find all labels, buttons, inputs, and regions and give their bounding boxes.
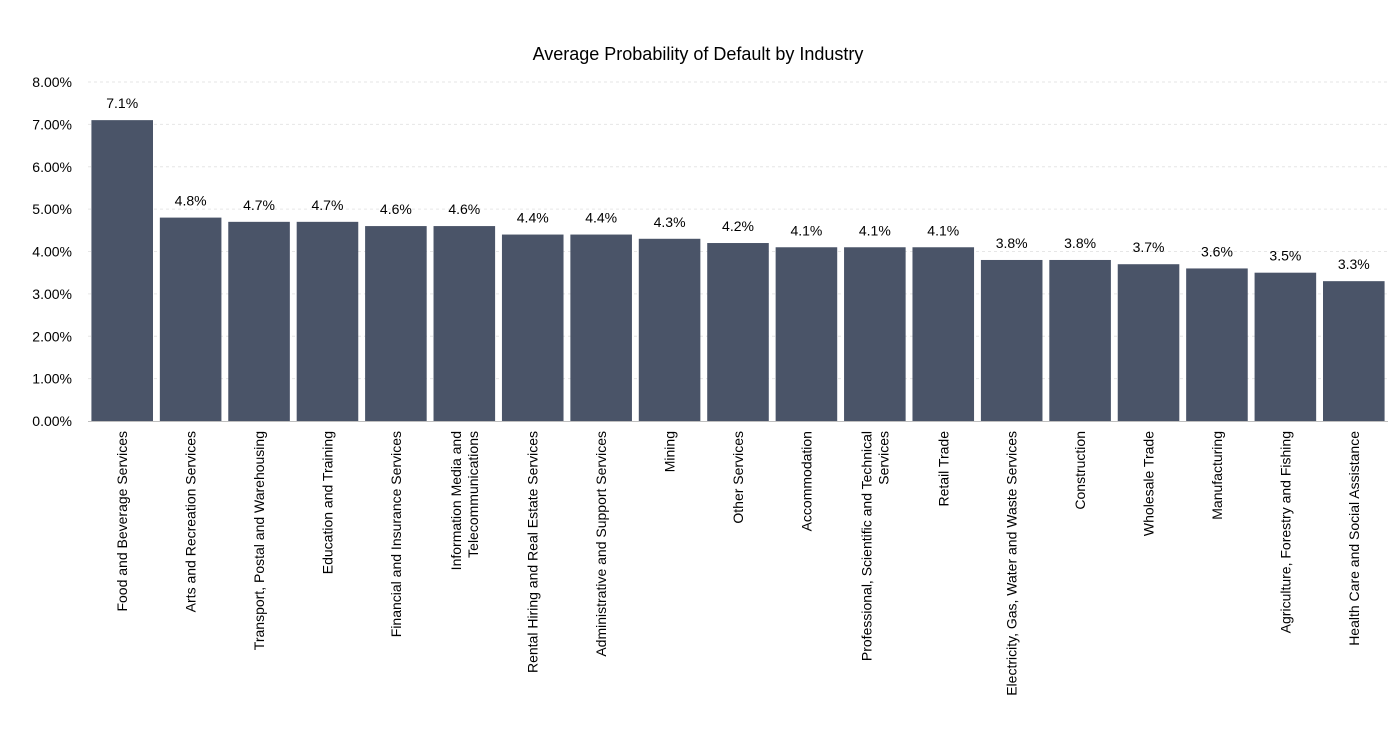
bar [1049,259,1111,421]
bar [296,221,359,421]
data-label: 4.2% [722,218,754,234]
bar [228,221,290,421]
y-tick-label: 8.00% [32,74,72,90]
bar [707,243,769,421]
x-tick-label: Mining [662,431,678,472]
x-tick-label: Manufacturing [1209,431,1225,520]
data-label: 4.1% [859,222,891,238]
x-tick-label: Education and Training [319,431,335,574]
x-axis-tick-labels: Food and Beverage Services Arts and Recre… [114,431,1362,696]
data-label: 4.6% [380,201,412,217]
data-label: 3.3% [1338,256,1370,272]
x-tick-label: Arts and Recreation Services [183,431,199,612]
y-axis-tick-labels: 0.00% 1.00% 2.00% 3.00% 4.00% 5.00% 6.00% 7.00%… [32,74,72,429]
bar [501,234,564,421]
x-tick-label: Financial and Insurance Services [388,431,404,637]
bars [91,120,1385,421]
y-tick-label: 2.00% [32,328,72,344]
data-label: 3.8% [1064,235,1096,251]
data-label: 4.4% [517,210,549,226]
bar [159,217,222,421]
data-label: 3.5% [1269,248,1301,264]
bar [365,226,427,421]
x-tick-label: Services [875,431,891,485]
x-tick-label: Other Services [730,431,746,524]
bar [912,247,975,421]
bar [1186,268,1248,421]
y-tick-label: 4.00% [32,244,72,260]
data-label: 3.7% [1133,239,1165,255]
x-tick-label: Transport, Postal and Warehousing [251,431,267,650]
bar [433,226,496,421]
x-tick-label: Agriculture, Forestry and Fishing [1277,431,1293,633]
x-tick-label: Rental Hiring and Real Estate Services [525,431,541,673]
x-tick-label: Construction [1072,431,1088,510]
bar [775,247,838,421]
y-tick-label: 5.00% [32,201,72,217]
bar [1117,264,1180,421]
x-tick-label: Retail Trade [935,431,951,507]
x-tick-label: Electricity, Gas, Water and Waste Servic… [1004,431,1020,696]
data-label: 7.1% [106,95,138,111]
bar [570,234,632,421]
data-label: 4.7% [312,197,344,213]
data-label: 4.6% [448,201,480,217]
x-tick-label: Wholesale Trade [1141,431,1157,536]
data-label: 3.8% [996,235,1028,251]
data-labels: 7.1% 4.8% 4.7% 4.7% 4.6% 4.6% 4.4% 4.4% 4.3% 4.2%… [106,95,1370,272]
y-tick-label: 1.00% [32,371,72,387]
bar [638,238,701,421]
x-tick-label: Health Care and Social Assistance [1346,431,1362,646]
y-tick-label: 6.00% [32,159,72,175]
x-tick-label: Information Media and [448,431,464,570]
chart-title: Average Probability of Default by Indust… [533,44,864,64]
x-tick-label: Professional, Scientific and Technical [858,431,874,661]
data-label: 4.7% [243,197,275,213]
y-tick-label: 3.00% [32,286,72,302]
data-label: 3.6% [1201,243,1233,259]
x-tick-label: Food and Beverage Services [114,431,130,612]
x-tick-label: Accommodation [798,431,814,531]
y-tick-label: 7.00% [32,116,72,132]
bar [1254,272,1317,421]
bar [980,259,1043,421]
data-label: 4.3% [654,214,686,230]
data-label: 4.4% [585,210,617,226]
data-label: 4.8% [175,193,207,209]
data-label: 4.1% [927,222,959,238]
bar [1323,281,1385,421]
x-tick-label: Telecommunications [465,431,481,558]
bar [91,120,153,421]
data-label: 4.1% [790,222,822,238]
x-tick-label: Administrative and Support Services [593,431,609,657]
bar [844,247,906,421]
y-tick-label: 0.00% [32,413,72,429]
